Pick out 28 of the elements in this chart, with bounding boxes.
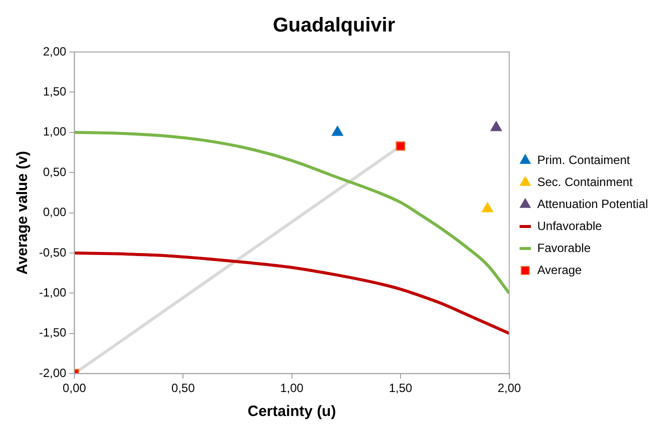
legend-label: Favorable: [537, 240, 591, 255]
point: [482, 202, 494, 212]
y-tick-label: 0,50: [42, 164, 67, 179]
legend-label: Prim. Contaiment: [537, 152, 631, 167]
x-tick-label: 1,50: [388, 381, 413, 396]
legend-label: Unfavorable: [537, 218, 602, 233]
x-tick-label: 0,50: [171, 381, 196, 396]
y-tick-label: -0,50: [38, 245, 67, 260]
legend-label: Average: [537, 262, 582, 277]
y-axis-title: Average value (v): [14, 150, 32, 275]
y-tick-label: 0,00: [42, 205, 67, 220]
line-series: [74, 130, 510, 295]
x-tick-label: 2,00: [498, 381, 522, 396]
line-series: [74, 252, 510, 335]
legend-label: Attenuation Potential: [537, 196, 648, 211]
point: [332, 126, 344, 136]
y-tick-label: -1,00: [38, 286, 67, 300]
y-tick-label: -1,50: [38, 326, 67, 340]
x-tick-label: 1,00: [280, 381, 304, 396]
x-tick-label: 0,00: [62, 381, 86, 396]
y-tick-label: 1,00: [42, 124, 67, 139]
y-tick-label: 1,50: [42, 84, 67, 99]
y-tick-label: -2,00: [38, 366, 67, 380]
chart-title: Guadalquivir: [272, 14, 396, 37]
point: [490, 121, 502, 132]
legend-label: Sec. Containment: [537, 174, 634, 189]
x-axis-title: Certainty (u): [248, 403, 336, 420]
y-tick-label: 2,00: [42, 44, 67, 58]
